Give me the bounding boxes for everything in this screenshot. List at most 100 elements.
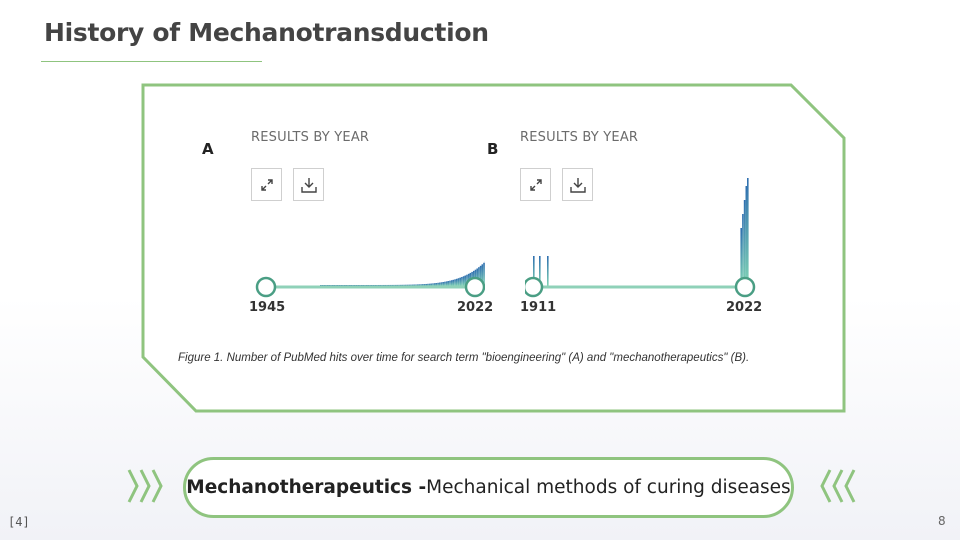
histogram-bar: [365, 284, 368, 286]
histogram-bar: [416, 284, 419, 286]
figure-caption: Figure 1. Number of PubMed hits over tim…: [178, 352, 750, 364]
histogram-bar: [348, 284, 351, 286]
histogram-bar: [423, 284, 426, 286]
histogram-bar: [391, 284, 393, 286]
chart-panel-a: [255, 261, 485, 298]
download-icon[interactable]: [293, 168, 324, 201]
histogram-bar: [435, 283, 438, 286]
histogram-bar: [479, 265, 482, 286]
reference-marker: [4]: [8, 515, 30, 529]
histogram-bar: [388, 284, 390, 286]
histogram-bar: [462, 276, 465, 286]
histogram-bar: [427, 283, 429, 286]
histogram-bar: [420, 284, 422, 286]
histogram-bar: [747, 178, 749, 286]
histogram-bar: [444, 281, 446, 286]
histogram-bar: [394, 284, 397, 286]
histogram-bar: [347, 284, 349, 286]
histogram-bar: [386, 284, 388, 286]
histogram-bar: [442, 282, 444, 286]
panel-a-header: RESULTS BY YEAR: [251, 130, 370, 145]
histogram-bar: [430, 283, 433, 286]
panel-b-start-year: 1911: [520, 300, 557, 315]
chart-panel-b: [525, 178, 756, 298]
download-icon[interactable]: [562, 168, 593, 201]
histogram-bar: [740, 228, 742, 286]
histogram-bar: [377, 284, 380, 286]
histogram-bar: [464, 275, 467, 286]
histogram-bar: [461, 276, 463, 286]
histogram-bar: [382, 284, 385, 286]
histogram-bar: [381, 284, 383, 286]
histogram-bar: [415, 284, 417, 286]
chevrons-left-icon: [820, 469, 856, 503]
histogram-bar: [393, 284, 395, 286]
histogram-bar: [396, 284, 399, 286]
panel-b-end-year: 2022: [726, 300, 763, 315]
histogram-bar: [440, 282, 443, 286]
histogram-bar: [466, 274, 468, 286]
panel-b-header: RESULTS BY YEAR: [520, 130, 639, 145]
histogram-bar: [371, 284, 373, 286]
histogram-bar: [389, 284, 392, 286]
histogram-bar: [403, 284, 405, 286]
histogram-bar: [410, 284, 412, 286]
histogram-bar: [449, 280, 451, 286]
histogram-bar: [452, 279, 455, 286]
histogram-bar: [478, 267, 480, 286]
histogram-bar: [372, 284, 375, 286]
chevrons-right-icon: [127, 469, 163, 503]
slide-title: History of Mechanotransduction: [44, 18, 489, 47]
histogram-bar: [533, 256, 535, 286]
histogram-bar: [374, 284, 376, 286]
expand-icon[interactable]: [251, 168, 282, 201]
page-number: 8: [938, 514, 946, 528]
expand-icon[interactable]: [520, 168, 551, 201]
histogram-bar: [357, 284, 359, 286]
pubmed-figure: A RESULTS BY YEAR 1945 2022 B RESULTS BY…: [170, 116, 810, 378]
callout-definition: Mechanical methods of curing diseases: [426, 477, 791, 498]
histogram-bar: [398, 284, 400, 286]
histogram-bar: [367, 284, 370, 286]
histogram-bar: [405, 284, 407, 286]
panel-a-end-year: 2022: [457, 300, 494, 315]
histogram-bar: [459, 277, 461, 286]
histogram-bar: [359, 284, 361, 286]
histogram-bar: [360, 284, 363, 286]
histogram-bar: [399, 284, 402, 286]
histogram-bar: [428, 283, 431, 286]
histogram-bar: [742, 214, 744, 286]
histogram-bar: [379, 284, 382, 286]
title-underline: [41, 61, 262, 62]
histogram-bar: [447, 281, 450, 286]
histogram-bar: [432, 283, 434, 286]
histogram-bar: [413, 284, 416, 286]
histogram-bar: [439, 282, 441, 286]
histogram-bar: [456, 278, 458, 286]
histogram-bar: [437, 282, 439, 286]
histogram-bar: [376, 284, 378, 286]
histogram-bar: [345, 284, 348, 286]
histogram-bar: [743, 200, 746, 286]
histogram-bar: [355, 284, 358, 286]
panel-a-start-year: 1945: [249, 300, 286, 315]
histogram-bar: [450, 280, 453, 286]
histogram-bar: [408, 284, 410, 286]
histogram-bar: [547, 256, 549, 286]
histogram-bar: [364, 284, 366, 286]
histogram-bar: [384, 284, 387, 286]
histogram-bar: [369, 284, 371, 286]
histogram-bar: [411, 284, 414, 286]
panel-a-letter: A: [202, 140, 214, 158]
histogram-bar: [483, 262, 485, 286]
histogram-bar: [433, 283, 436, 286]
histogram-bar: [454, 279, 456, 286]
histogram-bar: [401, 284, 404, 286]
histogram-bar: [354, 284, 356, 286]
histogram-bar: [425, 283, 427, 286]
callout-term: Mechanotherapeutics -: [186, 477, 427, 498]
histogram-bar: [539, 256, 541, 286]
range-handle-end: [464, 276, 485, 298]
definition-callout: Mechanotherapeutics - Mechanical methods…: [183, 457, 794, 518]
range-handle-end: [734, 276, 756, 298]
